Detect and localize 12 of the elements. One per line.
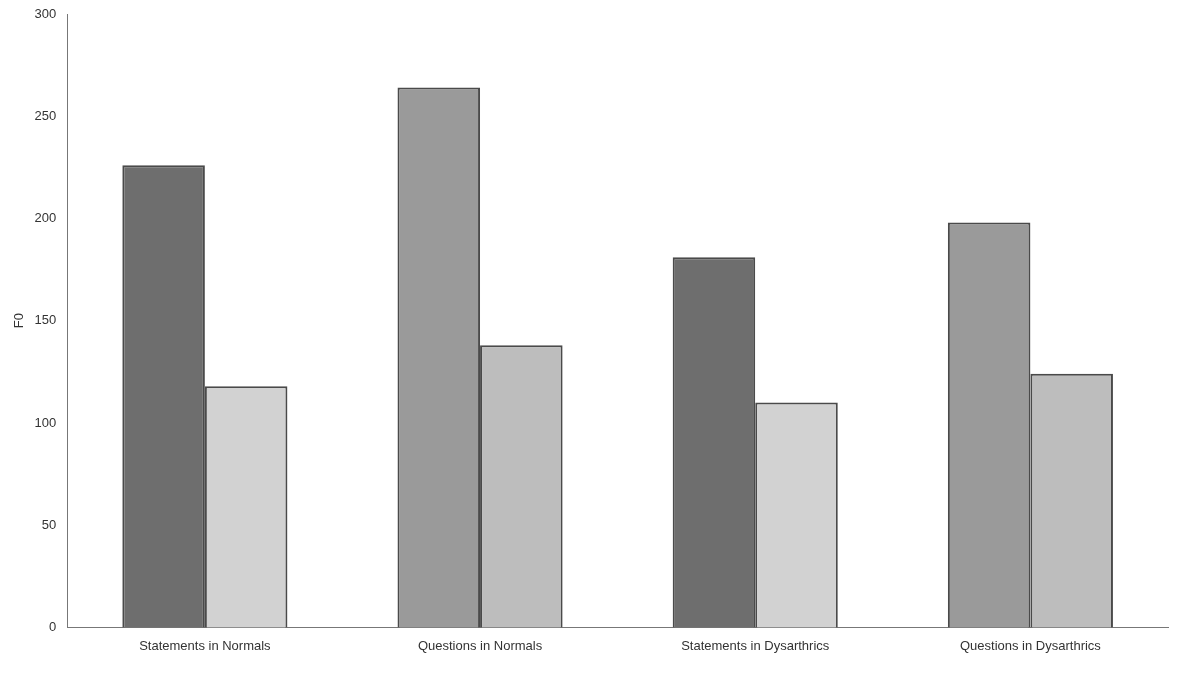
x-tick-label: Statements in Normals <box>139 637 272 653</box>
x-tick-label: Questions in Dysarthrics <box>959 637 1102 653</box>
y-tick-label: 200 <box>34 210 57 226</box>
x-tick-label: Questions in Normals <box>417 637 543 653</box>
y-tick-label: 300 <box>34 5 57 21</box>
x-tick-label: Statements in Dysarthrics <box>681 637 830 653</box>
y-tick-label: 250 <box>34 107 57 123</box>
y-axis-title: F0 <box>11 313 27 329</box>
y-tick-label: 100 <box>34 414 57 430</box>
y-tick-label: 0 <box>49 618 57 634</box>
y-tick-label: 150 <box>34 312 57 328</box>
y-tick-label: 50 <box>41 516 57 532</box>
